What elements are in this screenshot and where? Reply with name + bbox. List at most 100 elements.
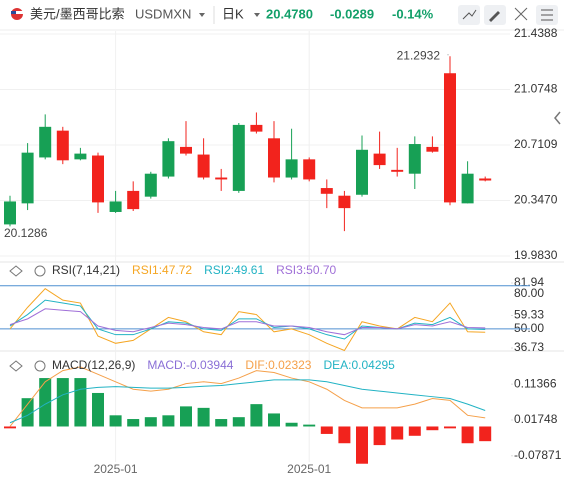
change-pct: -0.14% (392, 6, 434, 21)
macd-bar (162, 415, 175, 427)
candle-body (127, 190, 140, 210)
y-tick-label: 21.4388 (514, 26, 558, 40)
draw-button[interactable] (458, 5, 480, 25)
macd-bar (56, 378, 69, 427)
macd-line (9, 366, 486, 427)
price: 20.4780 (266, 6, 313, 21)
rsi-line (9, 308, 486, 336)
candle-body (215, 177, 228, 180)
candle-body (408, 144, 421, 174)
candle-body (197, 154, 210, 178)
macd-bar (180, 406, 192, 427)
candle-body (74, 153, 87, 160)
y-tick-label: 80.00 (514, 286, 544, 300)
macd-bar (285, 422, 298, 427)
toolbar (458, 5, 558, 25)
macd-bar (391, 426, 404, 440)
candle-body (109, 201, 122, 212)
candle-body (285, 159, 298, 178)
x-tick-label: 2025-01 (94, 462, 138, 476)
macd-bar (144, 417, 157, 427)
macd-bar (303, 424, 316, 427)
candle-body (21, 152, 34, 204)
candle-body (180, 146, 192, 154)
y-tick-label: 0.01748 (514, 412, 558, 426)
icon (489, 11, 500, 22)
macd-bar (408, 426, 421, 436)
y-tick-label: -0.07871 (514, 448, 562, 462)
candle-body (461, 173, 474, 204)
candle-body (162, 141, 175, 177)
macd-bar (426, 426, 439, 431)
macd-bar (444, 426, 456, 429)
candle-body (56, 130, 69, 161)
macd-bar (197, 407, 210, 427)
macd-bar (21, 398, 34, 427)
macd-bar (373, 426, 386, 446)
y-tick-label: 19.9830 (514, 248, 558, 262)
rsi-line (9, 299, 486, 340)
flag-icon (11, 8, 23, 20)
y-tick-label: 50.00 (514, 321, 544, 335)
icon (462, 9, 477, 20)
x-tick-label: 2025-01 (287, 462, 331, 476)
icon (541, 9, 553, 21)
expand-button[interactable] (510, 5, 532, 25)
legend-entry: RSI3:50.70 (276, 263, 336, 277)
icon (514, 7, 528, 21)
candle-body (426, 146, 439, 152)
candle-body (4, 201, 16, 225)
rsi-settings-icons (9, 265, 46, 372)
high-label: 21.2932 (397, 48, 441, 62)
macd-bar (479, 426, 492, 442)
candle-body (338, 195, 351, 209)
macd-bar (127, 419, 140, 427)
y-tick-label: 21.0748 (514, 82, 558, 96)
legend-entry: DEA:0.04295 (323, 358, 395, 372)
period-dropdown[interactable] (254, 13, 260, 17)
candle-body (391, 169, 404, 172)
macd-bar (74, 378, 87, 427)
rsi-line (9, 288, 486, 352)
candle-body (144, 173, 157, 197)
change: -0.0289 (330, 6, 374, 21)
pair-name: 美元/墨西哥比索 (30, 6, 125, 21)
indicator-title: MACD(12,26,9) (52, 358, 135, 372)
candle-body (232, 124, 245, 191)
candle-body (356, 149, 368, 195)
y-tick-label: 20.3470 (514, 193, 558, 207)
macd-bar (461, 426, 474, 444)
macd-bar (250, 404, 263, 427)
low-label: 20.1286 (4, 226, 48, 240)
legend-entry: RSI1:47.72 (132, 263, 192, 277)
macd-bar (4, 426, 16, 429)
collapse-arrow[interactable] (554, 111, 561, 125)
macd-bar (232, 417, 245, 427)
candle-body (479, 178, 492, 181)
macd-bar (268, 413, 280, 427)
legend-entry: MACD:-0.03944 (147, 358, 233, 372)
indicator-title: RSI(7,14,21) (52, 263, 120, 277)
y-tick-label: 20.7109 (514, 137, 558, 151)
candle-body (444, 73, 456, 203)
macd-bar (92, 392, 104, 427)
symbol-dropdown[interactable] (199, 13, 205, 17)
y-tick-label: 59.33 (514, 308, 544, 322)
period[interactable]: 日K (222, 6, 244, 21)
legend-entry: RSI2:49.61 (204, 263, 264, 277)
y-tick-label: 36.73 (514, 340, 544, 354)
macd-bar (39, 378, 52, 427)
macd-bar (215, 419, 228, 427)
y-tick-label: 0.11366 (514, 376, 557, 390)
symbol[interactable]: USDMXN (135, 6, 191, 21)
candle-body (92, 155, 104, 203)
candle-body (320, 188, 333, 194)
legend-entry: DIF:0.02323 (245, 358, 311, 372)
candle-body (39, 126, 52, 158)
macd-bar (320, 426, 333, 434)
candle-body (268, 138, 280, 178)
macd-bar (338, 426, 351, 444)
macd-bar (356, 426, 368, 464)
candle-body (373, 153, 386, 166)
